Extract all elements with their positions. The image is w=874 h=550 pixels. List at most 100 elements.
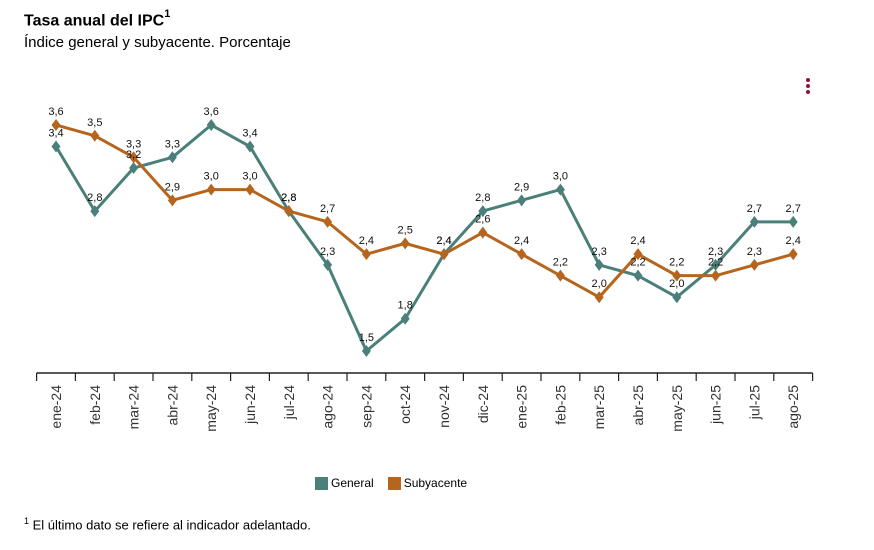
data-label-general: 2,0: [669, 278, 684, 290]
data-point-subyacente[interactable]: [206, 183, 216, 196]
data-point-subyacente[interactable]: [361, 248, 371, 261]
data-label-subyacente: 2,9: [165, 181, 180, 193]
data-label-general: 3,6: [204, 106, 219, 118]
data-point-subyacente[interactable]: [749, 258, 759, 271]
x-tick-label: feb-24: [87, 385, 103, 425]
legend-swatch-subyacente: [387, 476, 401, 490]
data-label-subyacente: 2,8: [281, 192, 296, 204]
legend-item-subyacente[interactable]: Subyacente: [387, 476, 468, 490]
data-label-subyacente: 2,4: [359, 235, 374, 247]
data-label-subyacente: 3,0: [204, 171, 219, 183]
x-axis: ene-24 feb-24 mar-24 abr-24 may-24 jun-24 jul-…: [35, 372, 814, 432]
data-point-subyacente[interactable]: [284, 205, 294, 218]
data-label-subyacente: 2,4: [630, 235, 645, 247]
data-label-subyacente: 2,3: [747, 246, 762, 258]
data-point-general[interactable]: [323, 258, 333, 271]
data-labels: 3,42,83,23,33,63,42,82,31,51,82,42,82,93…: [48, 106, 800, 344]
x-tick-label: sep-24: [358, 385, 374, 428]
title-footnote-marker: 1: [164, 8, 171, 20]
x-tick-label: may-24: [203, 385, 219, 432]
data-label-subyacente: 2,4: [786, 235, 801, 247]
data-label-general: 2,7: [747, 203, 762, 215]
data-point-subyacente[interactable]: [711, 269, 721, 282]
data-point-general[interactable]: [167, 151, 177, 164]
data-label-general: 2,3: [708, 246, 723, 258]
data-label-subyacente: 2,2: [669, 257, 684, 269]
data-point-general[interactable]: [206, 119, 216, 131]
x-tick-label: ago-25: [785, 385, 801, 429]
data-point-subyacente[interactable]: [633, 248, 643, 261]
data-point-subyacente[interactable]: [672, 269, 682, 282]
legend-item-general[interactable]: General: [315, 476, 374, 490]
chart-subtitle: Índice general y subyacente. Porcentaje: [24, 34, 291, 51]
x-tick-label: jul-25: [746, 385, 762, 420]
data-point-general[interactable]: [90, 205, 100, 218]
data-point-general[interactable]: [129, 162, 139, 175]
data-label-subyacente: 3,0: [242, 171, 257, 183]
data-label-subyacente: 2,4: [436, 235, 451, 247]
data-point-subyacente[interactable]: [129, 151, 139, 164]
data-label-general: 2,8: [475, 192, 490, 204]
data-point-subyacente[interactable]: [788, 248, 798, 261]
data-label-subyacente: 3,3: [126, 138, 141, 150]
data-label-general: 2,3: [320, 246, 335, 258]
data-point-subyacente[interactable]: [400, 237, 410, 250]
data-point-general[interactable]: [711, 258, 721, 271]
series-line-general: [54, 123, 794, 353]
data-point-subyacente[interactable]: [90, 129, 100, 142]
data-label-subyacente: 2,5: [398, 224, 413, 236]
footnote-marker: 1: [24, 516, 30, 526]
data-point-subyacente[interactable]: [517, 248, 527, 261]
x-tick-label: abr-25: [630, 385, 646, 426]
x-tick-label: mar-24: [126, 385, 142, 430]
x-tick-label: abr-24: [164, 385, 180, 426]
more-options-icon[interactable]: [804, 78, 812, 96]
data-label-general: 3,3: [165, 138, 180, 150]
data-point-general[interactable]: [788, 215, 798, 228]
legend-label-subyacente: Subyacente: [403, 476, 468, 490]
data-label-general: 2,9: [514, 181, 529, 193]
data-point-general[interactable]: [633, 269, 643, 282]
x-tick-label: oct-24: [397, 385, 413, 424]
x-tick-label: may-25: [669, 385, 685, 432]
data-label-subyacente: 2,0: [592, 278, 607, 290]
data-point-subyacente[interactable]: [555, 269, 565, 282]
data-label-general: 2,8: [87, 192, 102, 204]
data-point-general[interactable]: [672, 291, 682, 304]
series-markers: [51, 119, 798, 357]
x-tick-label: feb-25: [552, 385, 568, 425]
data-point-general[interactable]: [400, 312, 410, 325]
data-label-subyacente: 2,2: [708, 257, 723, 269]
data-point-subyacente[interactable]: [439, 248, 449, 261]
data-label-general: 2,7: [786, 203, 801, 215]
data-label-general: 3,4: [242, 128, 257, 140]
data-label-general: 3,4: [48, 128, 63, 140]
data-point-subyacente[interactable]: [478, 226, 488, 239]
data-point-general[interactable]: [555, 183, 565, 196]
x-tick-label: jul-24: [281, 385, 297, 420]
data-point-subyacente[interactable]: [51, 119, 61, 131]
data-point-general[interactable]: [478, 205, 488, 218]
data-point-subyacente[interactable]: [167, 194, 177, 207]
data-point-subyacente[interactable]: [323, 215, 333, 228]
data-label-general: 2,2: [630, 257, 645, 269]
data-label-general: 2,4: [436, 235, 451, 247]
x-tick-label: nov-24: [436, 385, 452, 428]
footnote: 1 El último dato se refiere al indicador…: [24, 516, 311, 533]
data-point-subyacente[interactable]: [594, 291, 604, 304]
data-label-general: 2,8: [281, 192, 296, 204]
series-lines: [54, 123, 794, 353]
data-point-general[interactable]: [361, 345, 371, 357]
data-point-general[interactable]: [749, 215, 759, 228]
data-point-general[interactable]: [517, 194, 527, 207]
data-point-subyacente[interactable]: [245, 183, 255, 196]
data-point-general[interactable]: [594, 258, 604, 271]
x-tick-label: mar-25: [591, 385, 607, 430]
x-tick-label: dic-24: [475, 385, 491, 423]
data-label-subyacente: 2,7: [320, 203, 335, 215]
data-point-general[interactable]: [51, 140, 61, 153]
legend-swatch-general: [315, 476, 328, 490]
x-tick-label: ene-25: [514, 385, 530, 429]
data-point-general[interactable]: [245, 140, 255, 153]
data-label-subyacente: 2,2: [553, 257, 568, 269]
